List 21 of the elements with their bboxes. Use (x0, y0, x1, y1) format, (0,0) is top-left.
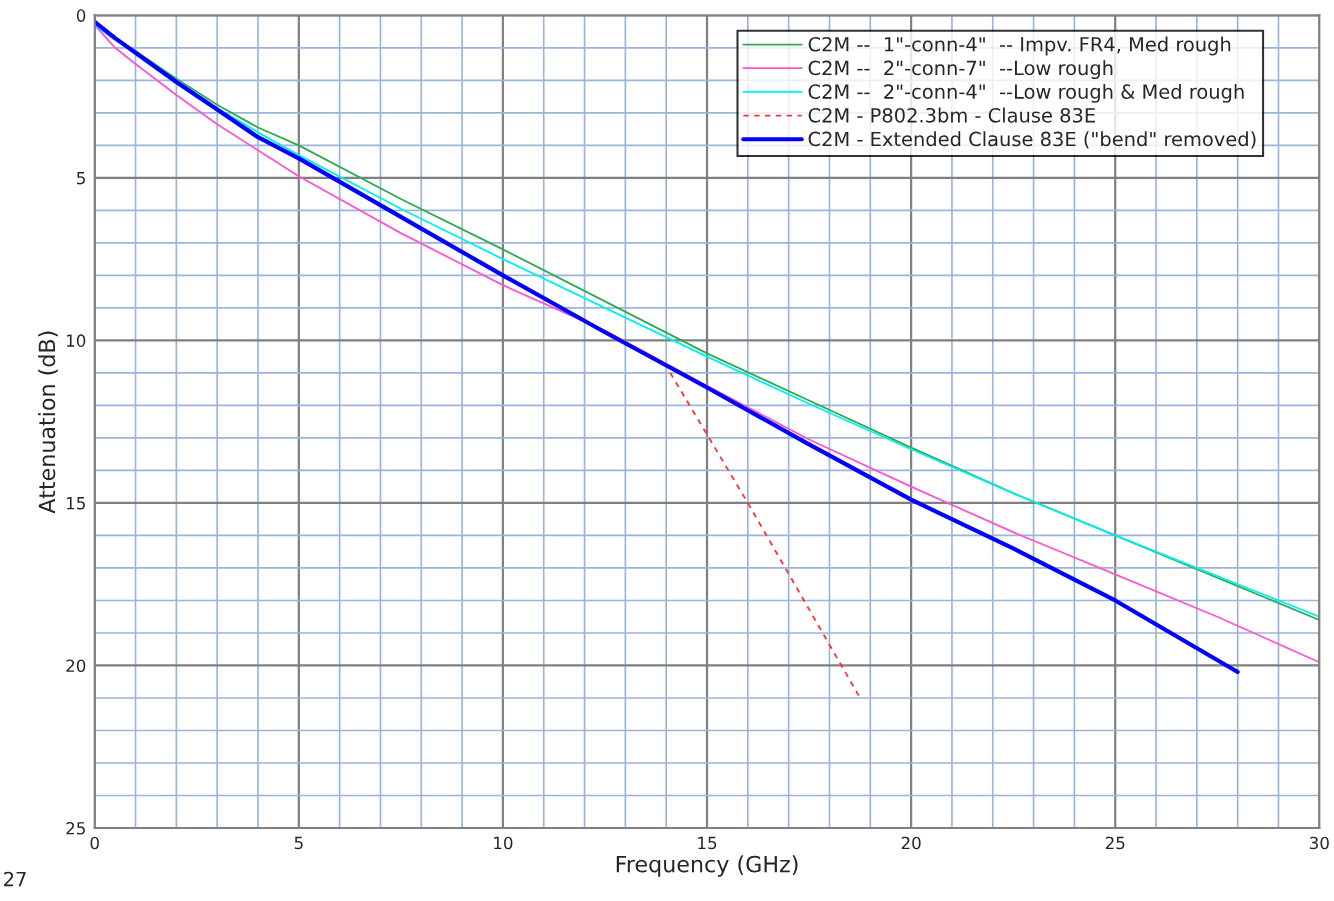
x-tick-label: 20 (901, 836, 921, 850)
legend-label: C2M -- 2"-conn-4" --Low rough & Med rough (808, 83, 1244, 103)
x-tick-label: 25 (1105, 836, 1125, 850)
x-tick-label: 10 (494, 836, 513, 850)
text: 27 (4, 871, 26, 887)
legend-label: C2M -- 1"-conn-4" -- Impv. FR4, Med rough (808, 36, 1231, 56)
y-tick-label: 25 (66, 821, 85, 835)
y-tick-label: 5 (77, 172, 85, 185)
legend-label: C2M - Extended Clause 83E ("bend" removed) (808, 131, 1256, 149)
y-tick-label: 20 (66, 659, 86, 673)
x-tick-label: 30 (1309, 836, 1329, 850)
legend-label: C2M - P802.3bm - Clause 83E (808, 107, 1095, 123)
x-tick-label: 5 (294, 836, 303, 850)
x-tick-label: 0 (90, 836, 99, 850)
y-axis-title: Attenuation (dB) (38, 331, 58, 514)
x-tick-label: 15 (698, 836, 717, 850)
y-tick-label: 0 (76, 9, 86, 22)
x-axis-title: Frequency (GHz) (616, 855, 798, 877)
y-tick-label: 10 (67, 334, 86, 347)
legend-label: C2M -- 2"-conn-7" --Low rough (808, 60, 1113, 80)
y-tick-label: 15 (67, 497, 85, 510)
